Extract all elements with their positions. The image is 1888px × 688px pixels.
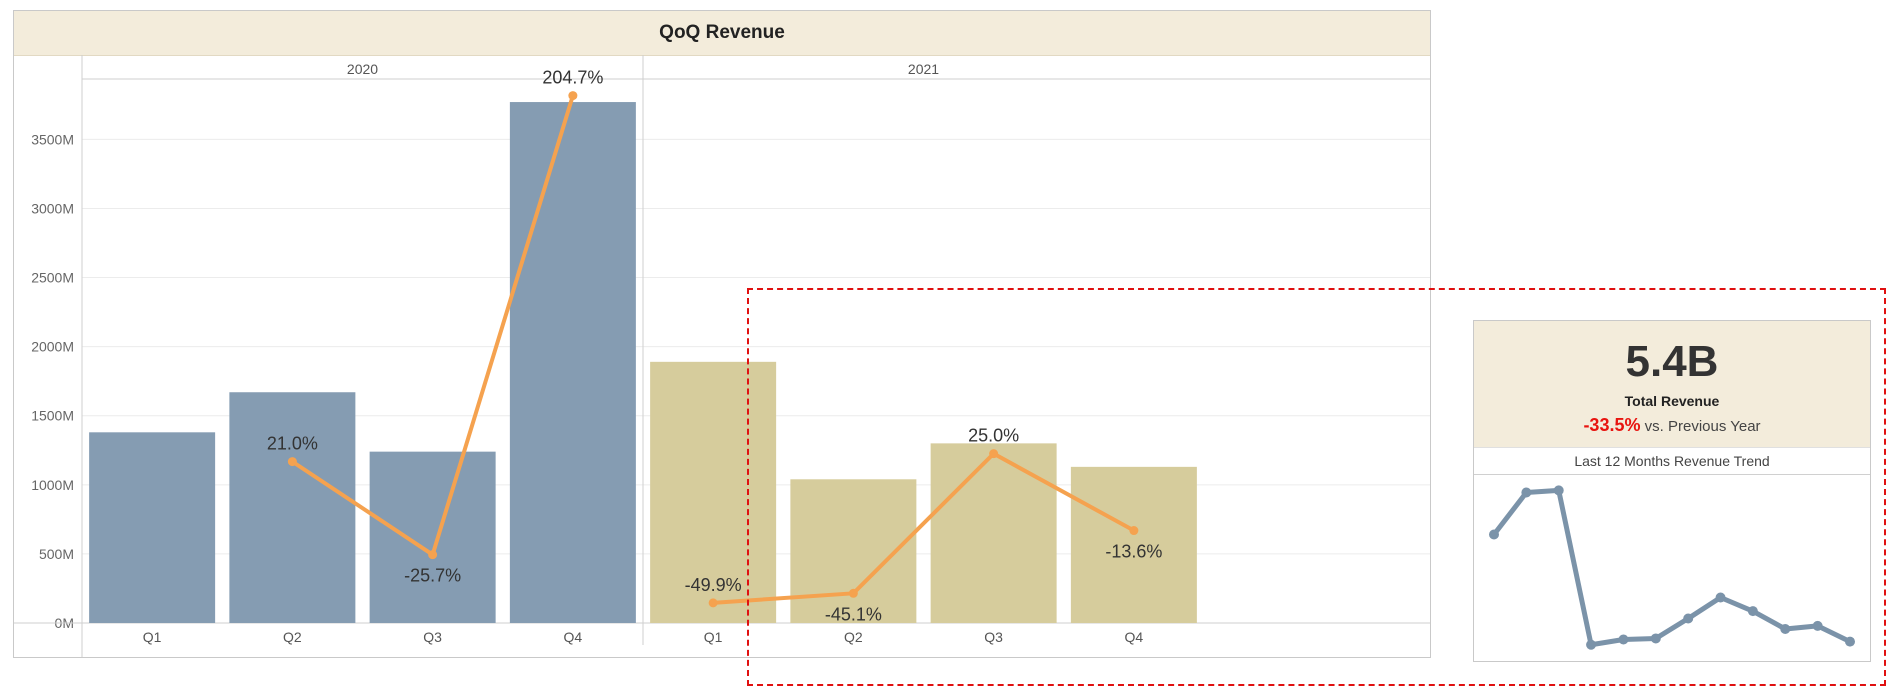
y-tick-label: 2000M	[31, 339, 74, 355]
bar-2021-Q4	[1070, 466, 1197, 623]
x-tick-label: Q4	[1125, 629, 1144, 645]
trend-point	[1521, 487, 1532, 498]
trend-point	[1845, 636, 1855, 647]
growth-label: -25.7%	[404, 566, 461, 586]
bar-2020-Q3	[369, 451, 496, 623]
trend-point	[1586, 639, 1597, 650]
y-tick-label: 1000M	[31, 477, 74, 493]
growth-point	[1129, 526, 1139, 536]
x-tick-label: Q3	[984, 629, 1003, 645]
kpi-change-suffix: vs. Previous Year	[1640, 418, 1761, 435]
kpi-change-row: -33.5% vs. Previous Year	[1474, 415, 1870, 436]
kpi-header: 5.4B Total Revenue -33.5% vs. Previous Y…	[1474, 321, 1870, 447]
growth-point	[568, 91, 578, 101]
trend-point	[1812, 620, 1823, 631]
y-tick-label: 3000M	[31, 200, 74, 216]
kpi-card: 5.4B Total Revenue -33.5% vs. Previous Y…	[1473, 320, 1871, 662]
kpi-change: -33.5%	[1583, 415, 1641, 435]
y-tick-label: 500M	[39, 546, 74, 562]
y-tick-label: 1500M	[31, 408, 74, 424]
trend-point	[1650, 633, 1661, 644]
bar-2021-Q1	[650, 361, 777, 623]
bar-2020-Q4	[509, 102, 636, 623]
kpi-value: 5.4B	[1625, 337, 1719, 386]
kpi-label: Total Revenue	[1624, 393, 1720, 409]
trend-point	[1618, 634, 1629, 645]
panel-header-2021: 2021	[908, 61, 939, 77]
growth-label: 204.7%	[542, 68, 603, 88]
growth-label: 21.0%	[267, 434, 318, 454]
trend-point	[1780, 624, 1791, 634]
trend-point	[1489, 529, 1499, 540]
trend-point	[1683, 613, 1694, 624]
bar-2020-Q2	[229, 392, 356, 623]
panel-header-2020: 2020	[347, 61, 378, 77]
growth-point	[848, 588, 858, 598]
growth-point	[287, 457, 297, 467]
qoq-revenue-chart: QoQ Revenue 0M 500M 1000M 1500M 2000M 2500M 30…	[13, 10, 1431, 658]
bar-2020-Q1	[89, 432, 216, 623]
x-tick-label: Q2	[844, 629, 863, 645]
x-tick-label: Q2	[283, 629, 302, 645]
growth-label: -49.9%	[685, 575, 742, 595]
qoq-chart-plot: 0M500M1000M1500M2000M2500M3000M3500M2020…	[14, 55, 1430, 657]
growth-point	[428, 550, 438, 560]
growth-label: 25.0%	[968, 426, 1019, 446]
trend-point	[1747, 606, 1758, 617]
chart-title: QoQ Revenue	[14, 11, 1430, 56]
y-tick-label: 3500M	[31, 131, 74, 147]
trend-point	[1553, 485, 1564, 496]
y-tick-label: 2500M	[31, 270, 74, 286]
growth-line-2021	[712, 451, 1135, 605]
growth-point	[989, 449, 999, 459]
trend-point	[1715, 592, 1726, 603]
trend-title: Last 12 Months Revenue Trend	[1474, 447, 1870, 475]
x-tick-label: Q1	[704, 629, 723, 645]
trend-sparkline	[1489, 485, 1855, 650]
x-tick-label: Q3	[423, 629, 442, 645]
growth-label: -45.1%	[825, 604, 882, 624]
x-tick-label: Q4	[564, 629, 583, 645]
growth-label: -13.6%	[1105, 542, 1162, 562]
x-tick-label: Q1	[143, 629, 162, 645]
bar-2021-Q3	[930, 443, 1057, 623]
trend-line	[1492, 487, 1852, 648]
growth-point	[708, 598, 718, 608]
